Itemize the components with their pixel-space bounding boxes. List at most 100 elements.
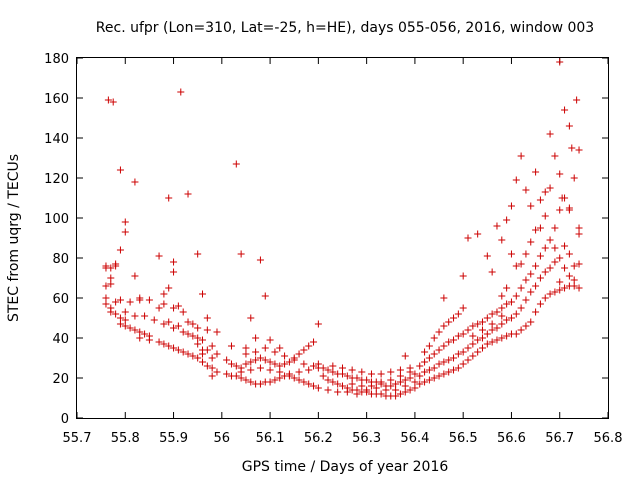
data-point: [536, 196, 544, 204]
data-point: [131, 312, 139, 320]
data-point: [358, 368, 366, 376]
data-point: [174, 322, 182, 330]
x-tick-label: 56.6: [497, 431, 526, 446]
data-point: [261, 356, 269, 364]
data-point: [474, 336, 482, 344]
data-point: [295, 376, 303, 384]
data-point: [469, 332, 477, 340]
data-point: [541, 268, 549, 276]
data-point: [213, 368, 221, 376]
data-point: [141, 312, 149, 320]
data-point: [474, 348, 482, 356]
data-point: [155, 338, 163, 346]
data-point: [435, 360, 443, 368]
data-point: [575, 230, 583, 238]
data-point: [459, 360, 467, 368]
data-point: [401, 352, 409, 360]
data-point: [256, 354, 264, 362]
data-point: [483, 252, 491, 260]
data-point: [522, 186, 530, 194]
data-point: [387, 376, 395, 384]
x-tick-label: 55.8: [111, 431, 140, 446]
data-point: [527, 318, 535, 326]
data-point: [281, 360, 289, 368]
data-point: [392, 386, 400, 394]
data-point: [339, 364, 346, 372]
data-point: [401, 388, 409, 396]
data-point: [401, 382, 409, 390]
data-point: [165, 284, 173, 292]
data-point: [160, 320, 168, 328]
data-point: [170, 268, 178, 276]
data-point: [367, 370, 375, 378]
data-point: [570, 276, 578, 284]
data-point: [411, 378, 419, 386]
data-point: [541, 212, 549, 220]
data-point: [421, 348, 429, 356]
data-point: [213, 350, 221, 358]
data-point: [372, 384, 380, 392]
data-point: [406, 368, 414, 376]
data-point: [334, 380, 342, 388]
x-tick-label: 56: [214, 431, 231, 446]
data-point: [367, 382, 375, 390]
data-point: [227, 360, 235, 368]
data-point: [194, 250, 202, 258]
data-point: [247, 366, 255, 374]
data-point: [536, 300, 544, 308]
data-point: [532, 168, 540, 176]
data-point: [329, 378, 337, 386]
data-point: [575, 224, 583, 232]
data-point: [503, 332, 511, 340]
data-point: [310, 362, 318, 370]
y-tick-label: 180: [44, 52, 69, 67]
data-point: [565, 122, 573, 130]
data-point: [102, 294, 110, 302]
data-point: [556, 286, 564, 294]
data-point: [348, 380, 356, 388]
data-point: [324, 386, 332, 394]
data-point: [573, 96, 581, 104]
y-tick-label: 140: [44, 132, 69, 147]
data-point: [522, 296, 530, 304]
data-point: [488, 268, 496, 276]
data-point: [179, 348, 187, 356]
data-point: [348, 366, 356, 374]
data-point: [116, 296, 124, 304]
data-point: [145, 336, 153, 344]
data-point: [425, 354, 433, 362]
data-point: [546, 264, 554, 272]
data-point: [517, 152, 525, 160]
data-point: [319, 372, 327, 380]
x-tick-label: 56.2: [304, 431, 333, 446]
data-point: [541, 294, 549, 302]
data-point: [184, 350, 192, 358]
data-point: [310, 382, 318, 390]
data-point: [396, 378, 404, 386]
data-point: [401, 376, 409, 384]
data-point: [107, 280, 115, 288]
data-point: [541, 244, 549, 252]
data-point: [131, 272, 139, 280]
data-point: [281, 352, 289, 360]
data-point: [478, 344, 486, 352]
data-point: [227, 342, 235, 350]
data-point: [126, 298, 134, 306]
data-point: [570, 262, 578, 270]
data-point: [387, 368, 395, 376]
data-point: [532, 262, 540, 270]
data-point: [109, 98, 117, 106]
data-point: [174, 302, 182, 310]
data-point: [194, 334, 202, 342]
data-point: [556, 206, 564, 214]
data-point: [435, 346, 443, 354]
data-point: [208, 372, 216, 380]
data-point: [184, 318, 192, 326]
data-point: [189, 320, 197, 328]
y-tick-label: 40: [52, 332, 69, 347]
data-point: [507, 298, 515, 306]
data-point: [116, 320, 124, 328]
data-point: [478, 326, 486, 334]
data-point: [160, 300, 168, 308]
